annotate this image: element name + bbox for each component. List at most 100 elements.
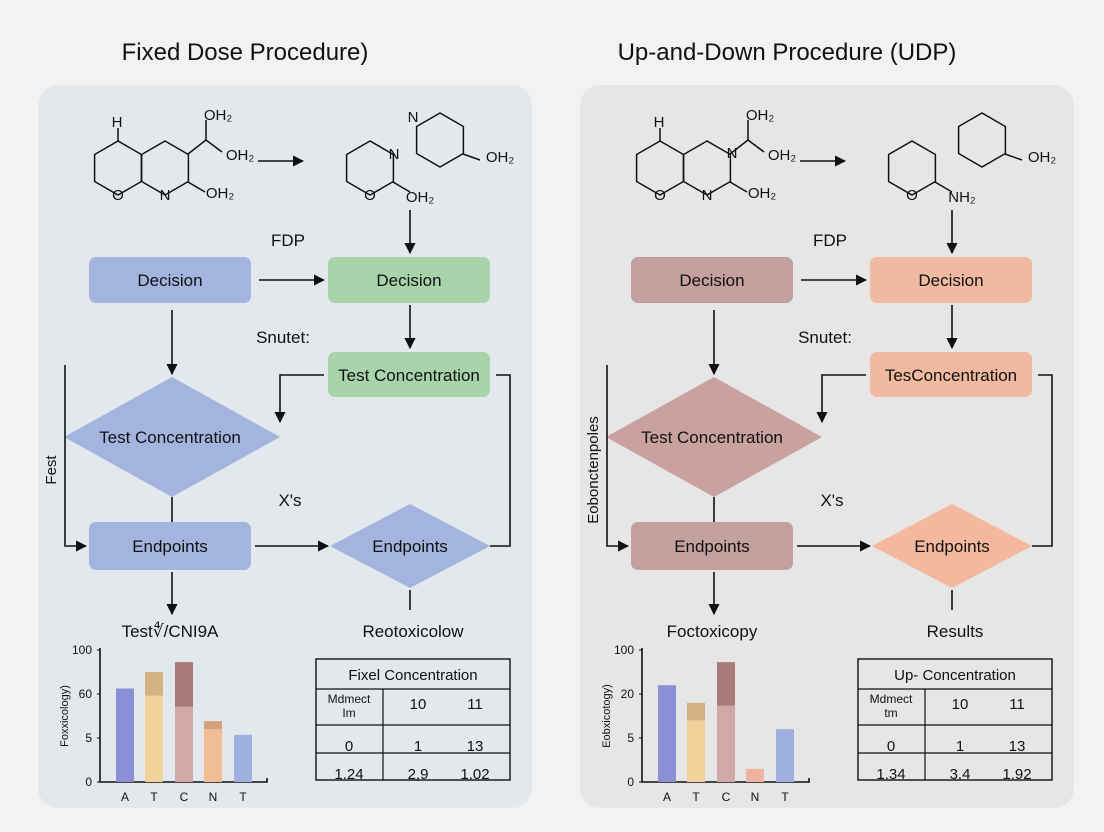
x-tick-label: T — [150, 790, 158, 804]
decision-node-left-label: Decision — [679, 271, 744, 290]
ring-bond — [887, 140, 937, 196]
endpoints-diamond-label: Endpoints — [372, 537, 448, 556]
bond — [187, 181, 206, 193]
panel-title: Fixed Dose Procedure) — [122, 39, 369, 66]
table-border — [315, 658, 511, 781]
loop-connector — [1032, 374, 1053, 547]
test-concentration-box-label: TesConcentration — [885, 366, 1017, 385]
decision-node-left[interactable] — [89, 257, 251, 303]
molecule-structure-product: O OH₂ OH₂ N N — [345, 109, 515, 206]
atom-label: N — [408, 109, 419, 126]
bar-t-lower — [687, 720, 705, 782]
loop-connector — [490, 374, 511, 547]
decision-node-left-label: Decision — [137, 271, 202, 290]
bar-t-lower — [776, 729, 794, 782]
decision-node-right-label: Decision — [918, 271, 983, 290]
side-connector — [606, 365, 630, 552]
bar-c-lower — [175, 706, 193, 782]
table-cell: Mdmect — [328, 692, 371, 706]
snutet-label: Snutet: — [798, 328, 852, 347]
table-header: Fixel Concentration — [348, 667, 477, 684]
bar-t-upper — [687, 702, 705, 721]
bar-n-lower — [204, 729, 222, 782]
atom-label: N — [727, 145, 738, 162]
test-concentration-box-label: Test Concentration — [338, 366, 480, 385]
bar-t-upper — [145, 672, 163, 696]
molecule-structure-reactant: H OH₂ OH₂ OH₂ O N N — [635, 107, 797, 204]
side-connector — [64, 365, 88, 552]
endpoints-diamond[interactable] — [330, 504, 490, 588]
atom-label: OH₂ — [748, 185, 777, 202]
bar-c-upper — [717, 662, 735, 706]
concentration-table: Up- Concentration Mdmect 10 11 0 1 13 1.34 3.4 1.… — [857, 658, 1053, 783]
decision-node-right[interactable] — [328, 257, 490, 303]
y-tick-label: 5 — [627, 731, 634, 745]
molecule-structure-reactant: H OH₂ OH₂ OH₂ O N — [93, 107, 255, 204]
udp-panel: Up-and-Down Procedure (UDP) H OH₂ OH₂ OH₂ O N N… — [580, 39, 1074, 808]
side-label: Fest — [43, 455, 60, 485]
chart-caption: Test∜/CNI9A — [122, 622, 219, 641]
table-cell: 1 — [956, 738, 964, 755]
table-cell: 0 — [887, 738, 895, 755]
atom-label: OH₂ — [746, 107, 775, 124]
y-tick-label: 60 — [79, 687, 93, 701]
bond — [392, 181, 411, 193]
bar-c-lower — [717, 705, 735, 782]
test-concentration-diamond-label: Test Concentration — [99, 428, 241, 447]
atom-label: H — [112, 114, 123, 131]
test-concentration-box[interactable] — [328, 352, 490, 397]
atom-label: N — [389, 146, 400, 163]
table-cell: 10 — [952, 696, 969, 713]
y-tick-label: 5 — [85, 731, 92, 745]
bar-chart: 0 5 20 100 A T C N T Eobxicotogy) — [601, 643, 810, 804]
molecule-structure-product: O OH₂ NH₂ — [887, 112, 1056, 206]
atom-label: OH₂ — [768, 147, 797, 164]
y-tick-label: 0 — [85, 775, 92, 789]
table-cell: 1.24 — [334, 766, 363, 783]
atom-label: OH₂ — [406, 189, 435, 206]
fdp-label: FDP — [813, 231, 847, 250]
atom-label: OH₂ — [486, 149, 515, 166]
atom-label: O — [654, 187, 666, 204]
y-tick-label: 0 — [627, 775, 634, 789]
table-cell: 3.4 — [950, 766, 971, 783]
bond — [205, 139, 223, 153]
bond — [934, 181, 953, 193]
x-tick-label: T — [781, 790, 789, 804]
chart-caption: Foctoxicopy — [667, 622, 758, 641]
bar-n-upper — [204, 721, 222, 730]
atom-label: OH₂ — [226, 147, 255, 164]
concentration-table: Fixel Concentration Mdmect 10 11 0 1 13 1.24 2,9… — [315, 658, 511, 783]
test-concentration-diamond-label: Test Concentration — [641, 428, 783, 447]
decision-node-right-label: Decision — [376, 271, 441, 290]
table-caption: Reotoxicolow — [362, 622, 464, 641]
atom-label: N — [702, 187, 713, 204]
x-tick-label: A — [121, 790, 129, 804]
test-concentration-diamond[interactable] — [606, 377, 822, 497]
fdp-panel: Fixed Dose Procedure) H OH₂ OH₂ OH₂ O N O OH₂ OH₂… — [38, 39, 532, 808]
table-cell: 13 — [467, 738, 484, 755]
side-label: Eobonctenpoles — [585, 416, 602, 524]
endpoints-diamond[interactable] — [872, 504, 1032, 588]
xs-label: X's — [278, 491, 301, 510]
arrow-test-box-to-diamond — [816, 374, 866, 424]
bond — [747, 139, 765, 153]
endpoints-box[interactable] — [89, 522, 251, 570]
decision-node-right[interactable] — [870, 257, 1032, 303]
atom-label: NH₂ — [948, 189, 976, 206]
x-tick-label: A — [663, 790, 671, 804]
ring-bond — [957, 112, 1007, 168]
x-tick-label: C — [722, 790, 731, 804]
x-tick-label: N — [751, 790, 760, 804]
atom-label: OH₂ — [204, 107, 233, 124]
bond — [729, 181, 748, 193]
decision-node-left[interactable] — [631, 257, 793, 303]
x-tick-label: T — [239, 790, 247, 804]
bar-a-lower — [116, 688, 134, 782]
endpoints-box[interactable] — [631, 522, 793, 570]
test-concentration-box[interactable] — [870, 352, 1032, 397]
table-cell: 10 — [410, 696, 427, 713]
atom-label: O — [364, 187, 376, 204]
test-concentration-diamond[interactable] — [64, 377, 280, 497]
